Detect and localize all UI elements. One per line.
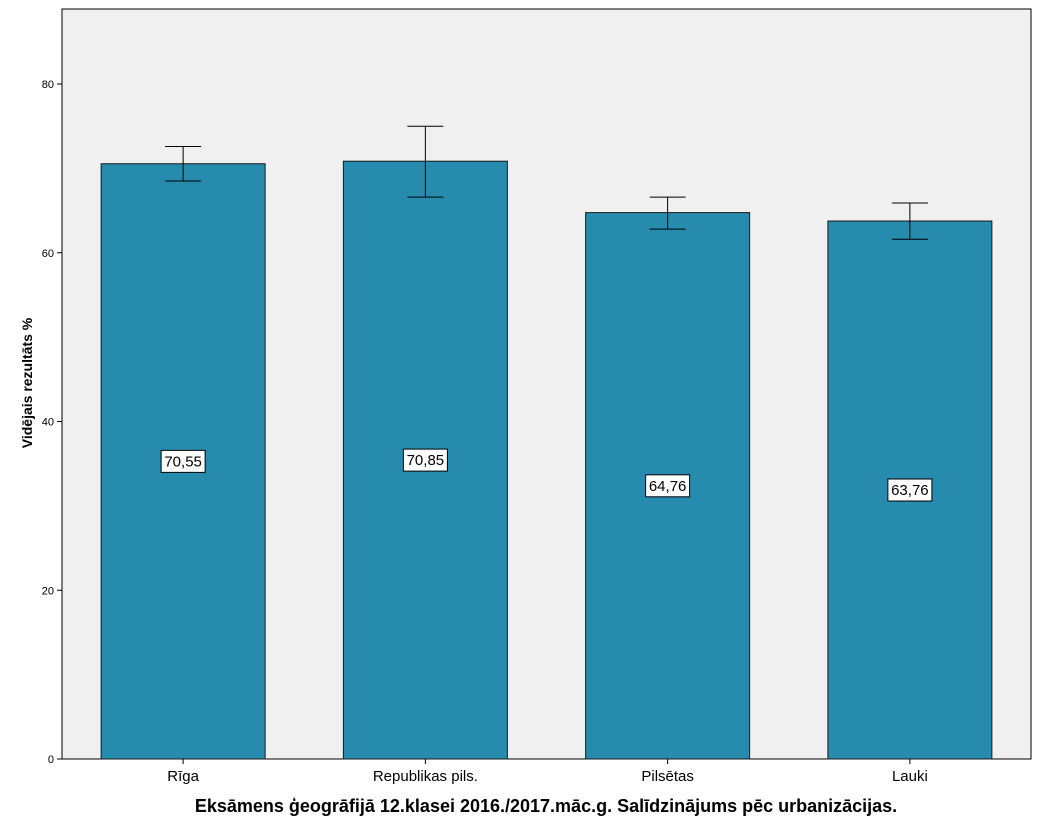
data-label-box	[887, 478, 933, 502]
y-tick-label: 80	[42, 79, 54, 91]
y-tick-label: 60	[42, 248, 54, 260]
y-tick-label: 40	[42, 417, 54, 429]
data-label-box	[160, 449, 206, 473]
x-tick-label: Pilsētas	[641, 768, 694, 785]
x-tick-label: Republikas pils.	[373, 768, 478, 785]
x-axis-label: Eksāmens ģeogrāfijā 12.klasei 2016./2017…	[195, 796, 897, 816]
data-label: 64,76	[649, 478, 687, 495]
x-tick-label: Lauki	[892, 768, 928, 785]
x-axis: Rīga Republikas pils. Pilsētas Lauki	[167, 759, 928, 785]
data-label-box	[402, 448, 448, 472]
y-axis: 0 20 40 60 80	[42, 79, 62, 766]
x-tick-label: Rīga	[167, 768, 199, 785]
data-label: 70,55	[164, 453, 202, 470]
data-label: 63,76	[891, 482, 929, 499]
data-label-box	[645, 474, 691, 498]
y-tick-label: 20	[42, 585, 54, 597]
y-tick-label: 0	[48, 754, 54, 766]
y-axis-label: Vidējais rezultāts %	[19, 317, 35, 448]
bars-layer: 70,55 70,85 64,76 63,76	[100, 125, 993, 760]
data-label: 70,85	[407, 452, 445, 469]
